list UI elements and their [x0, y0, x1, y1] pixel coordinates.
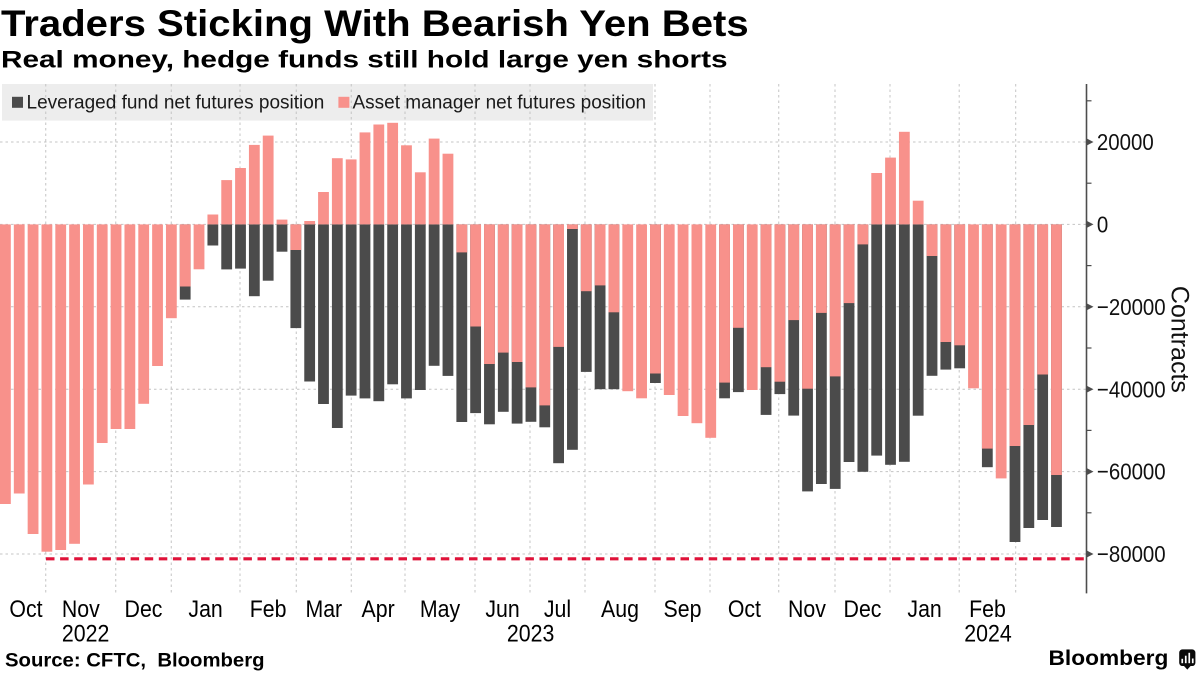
- svg-text:−20000: −20000: [1097, 294, 1166, 321]
- svg-text:Bloomberg: Bloomberg: [1049, 646, 1169, 670]
- svg-text:Aug: Aug: [601, 595, 639, 623]
- svg-text:Oct: Oct: [9, 595, 43, 623]
- svg-text:0: 0: [1097, 211, 1108, 238]
- svg-text:Traders Sticking With Bearish: Traders Sticking With Bearish Yen Bets: [1, 3, 749, 44]
- svg-text:Feb: Feb: [969, 595, 1006, 623]
- svg-text:−60000: −60000: [1097, 458, 1166, 485]
- svg-text:Dec: Dec: [844, 595, 882, 623]
- svg-text:Jan: Jan: [188, 595, 222, 623]
- svg-text:−40000: −40000: [1097, 376, 1166, 403]
- svg-text:Source: CFTC, Bloomberg: Source: CFTC, Bloomberg: [5, 650, 265, 671]
- svg-text:Mar: Mar: [305, 595, 342, 623]
- svg-text:Nov: Nov: [62, 595, 100, 623]
- svg-text:Feb: Feb: [250, 595, 287, 623]
- svg-text:Leveraged fund net futures pos: Leveraged fund net futures position: [27, 93, 325, 114]
- svg-text:20000: 20000: [1097, 129, 1154, 156]
- svg-text:2023: 2023: [507, 619, 554, 647]
- svg-text:Real money, hedge funds still: Real money, hedge funds still hold large…: [1, 46, 728, 73]
- svg-text:Jun: Jun: [485, 595, 519, 623]
- svg-text:Jan: Jan: [907, 595, 941, 623]
- svg-text:Nov: Nov: [788, 595, 826, 623]
- svg-text:2022: 2022: [62, 619, 109, 647]
- svg-text:Jul: Jul: [544, 595, 571, 623]
- svg-text:Oct: Oct: [728, 595, 762, 623]
- svg-text:Apr: Apr: [362, 595, 395, 623]
- svg-text:2024: 2024: [964, 619, 1012, 647]
- svg-text:Dec: Dec: [125, 595, 163, 623]
- svg-text:May: May: [420, 595, 461, 623]
- svg-text:Sep: Sep: [664, 595, 702, 623]
- svg-text:−80000: −80000: [1097, 541, 1166, 568]
- svg-text:Asset manager net futures posi: Asset manager net futures position: [353, 93, 647, 114]
- svg-text:Contracts: Contracts: [1165, 286, 1193, 393]
